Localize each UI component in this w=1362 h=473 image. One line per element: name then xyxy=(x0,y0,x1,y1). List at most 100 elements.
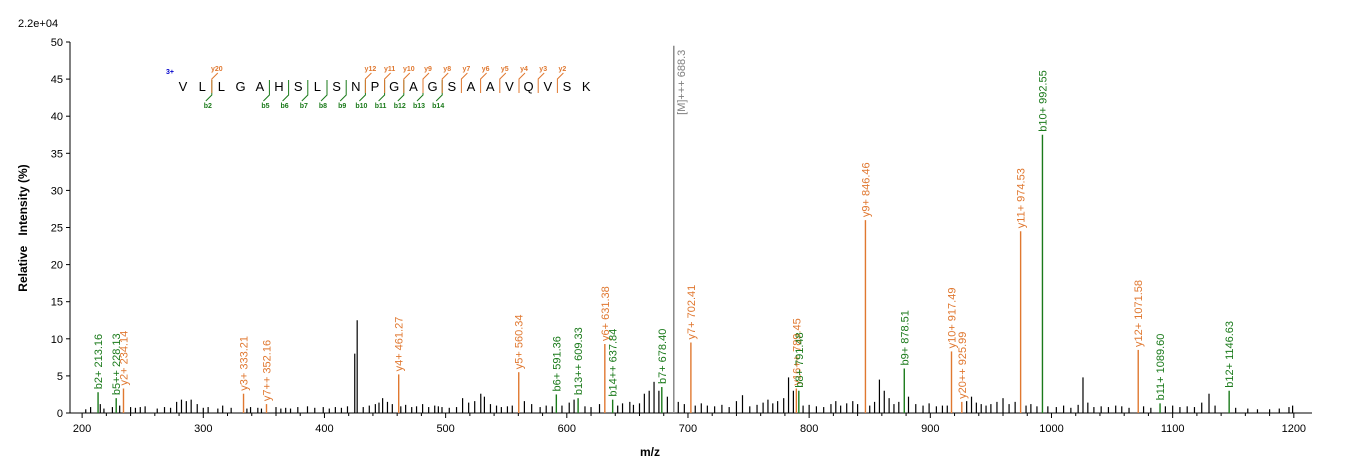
residue: L xyxy=(314,79,321,94)
y-ion-bracket xyxy=(441,72,449,93)
x-axis-label: m/z xyxy=(640,445,660,459)
b-ion-label: b14 xyxy=(432,103,444,110)
residue: S xyxy=(332,79,341,94)
y-ion-label: y2 xyxy=(559,66,567,73)
b-ion-bracket xyxy=(205,80,213,102)
peak-label: b12+ 1146.63 xyxy=(1224,321,1236,388)
y-ion-label: y3 xyxy=(539,66,547,73)
residue: S xyxy=(563,79,572,94)
y-ion-label: y8 xyxy=(443,66,451,73)
peak-label: b2+ 213.16 xyxy=(93,334,105,389)
b-ion-bracket xyxy=(416,80,424,102)
residue: A xyxy=(409,79,418,94)
residue: H xyxy=(274,79,283,94)
y-ion-label: y10 xyxy=(403,66,415,73)
y-axis-label: Relative Intensity (%) xyxy=(16,164,30,291)
residue: Q xyxy=(524,79,534,94)
y-ion-bracket xyxy=(480,72,487,93)
peak-label: y3+ 333.21 xyxy=(239,336,251,391)
x-tick-label: 800 xyxy=(800,423,818,435)
y-tick-label: 20 xyxy=(51,260,63,272)
unannotated-peaks xyxy=(85,320,1294,413)
y-ion-bracket xyxy=(364,72,372,93)
peak-label: y6+ 631.38 xyxy=(600,286,612,341)
peak-label: b7+ 678.40 xyxy=(657,329,669,384)
y-ion-label: y6 xyxy=(482,66,490,73)
b-ion-label: b13 xyxy=(413,103,425,110)
peak-label: b9+ 878.51 xyxy=(899,310,911,365)
x-tick-label: 600 xyxy=(558,423,576,435)
y-tick-label: 30 xyxy=(51,185,63,197)
peak-label: y4+ 461.27 xyxy=(394,317,406,372)
peak-label: y20++ 925.99 xyxy=(957,332,969,399)
residue: V xyxy=(179,79,188,94)
y-ion-bracket xyxy=(518,72,526,93)
y-tick-label: 50 xyxy=(51,37,63,49)
y-tick-label: 5 xyxy=(57,371,63,383)
peak-label: y2+ 234.14 xyxy=(118,331,130,386)
y-ion-bracket xyxy=(460,72,468,93)
x-tick-label: 700 xyxy=(679,423,697,435)
b-ion-label: b2 xyxy=(204,103,212,110)
peak-label: y7++ 352.16 xyxy=(261,340,273,401)
b-ion-label: b10 xyxy=(355,103,367,110)
x-tick-label: 1000 xyxy=(1039,423,1063,435)
y-tick-label: 15 xyxy=(51,297,63,309)
residue: A xyxy=(467,79,476,94)
y-tick-label: 10 xyxy=(51,334,63,346)
residue: L xyxy=(218,79,225,94)
residue: G xyxy=(236,79,246,94)
y-ion-label: y11 xyxy=(384,66,395,73)
peak-label: y11+ 974.53 xyxy=(1016,168,1028,228)
y-ion-bracket xyxy=(211,72,219,93)
x-tick-label: 400 xyxy=(315,423,333,435)
x-axis-ticks: 200 300 400 500 600 700 800 900 1000 1100 1200 xyxy=(73,413,1306,435)
residue: V xyxy=(505,79,514,94)
peptide-sequence-map: 3+V L L G A H S L S N P G A G S A A V Q V S Kb2 b5 b6 b7 b8 b9 b10 b… xyxy=(166,66,591,110)
residue: P xyxy=(371,79,380,94)
b-ion-bracket xyxy=(378,80,386,102)
intensity-scale-label: 2.2e+04 xyxy=(18,18,58,30)
y-tick-label: 25 xyxy=(51,223,63,235)
y-ion-bracket xyxy=(422,72,430,93)
y-ion-bracket xyxy=(556,72,564,93)
b-ion-label: b8 xyxy=(319,103,327,110)
peak-label: b14++ 637.84 xyxy=(608,329,620,397)
y-ion-label: y12 xyxy=(365,66,377,73)
y-ion-label: y7 xyxy=(463,66,471,73)
peak-label: b8+ 791.48 xyxy=(794,332,806,387)
peak-label: y12+ 1071.58 xyxy=(1133,280,1145,347)
residue: A xyxy=(255,79,264,94)
x-tick-label: 500 xyxy=(436,423,454,435)
y-tick-label: 0 xyxy=(57,408,63,420)
residue: K xyxy=(582,79,591,94)
b-ion-label: b12 xyxy=(394,103,406,110)
residue: G xyxy=(389,79,399,94)
b-ion-bracket xyxy=(320,80,328,102)
peak-label: y7+ 702.41 xyxy=(686,285,698,340)
y-ion-bracket xyxy=(403,72,411,93)
peak-label: [M]+++ 688.3 xyxy=(676,50,688,115)
residue: L xyxy=(199,79,206,94)
y-ion-label: y9 xyxy=(424,66,432,73)
y-ion-bracket xyxy=(499,72,507,93)
b-ion-label: b6 xyxy=(281,103,289,110)
y-tick-label: 45 xyxy=(51,74,63,86)
peak-label: y16++ 789.45 xyxy=(791,318,803,385)
y-axis-ticks: 0 5 10 15 20 25 30 35 40 45 50 xyxy=(51,37,70,420)
peak-label: b11+ 1089.60 xyxy=(1155,334,1167,401)
peak-label: y9+ 846.46 xyxy=(860,162,872,217)
y-ion-bracket xyxy=(537,72,545,93)
residue: V xyxy=(543,79,552,94)
residue: G xyxy=(428,79,438,94)
y-tick-label: 40 xyxy=(51,111,63,123)
y-ion-label: y5 xyxy=(501,66,509,73)
peak-label: y10+ 917.49 xyxy=(947,288,959,349)
residue: A xyxy=(486,79,495,94)
residue: S xyxy=(294,79,303,94)
y-ion-bracket xyxy=(384,72,391,93)
peak-label: b13++ 609.33 xyxy=(573,327,585,395)
y-tick-label: 35 xyxy=(51,148,63,160)
